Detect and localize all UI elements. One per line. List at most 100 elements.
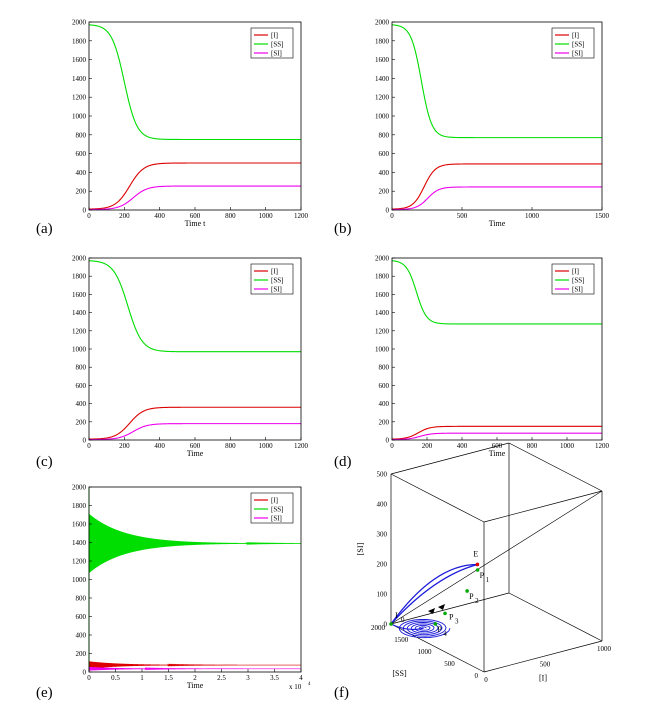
x-tick-label: 800 [225,442,236,450]
y-tick-label: 200 [379,188,390,196]
equilibrium-point-subscript: 0 [401,616,405,624]
series-i-line [88,661,302,669]
panel-label: (b) [334,221,352,237]
series-si-line [88,666,302,671]
series-si-line [88,423,301,441]
legend-label-i: [I] [271,497,278,505]
y-tick-label: 1000 [375,113,390,121]
y-tick-label: 0 [83,437,87,445]
x-tick-label: 400 [457,442,468,450]
z-tick-label: 200 [377,561,388,569]
y-tick-label: 1600 [375,291,390,299]
z-tick-label: 100 [377,591,388,599]
y-tick-label: 1400 [72,75,87,83]
y-tick-label: 800 [76,364,87,372]
i-tick-label: 500 [540,661,551,669]
x-axis-label: Time [187,449,204,458]
equilibrium-point-label: P [437,625,442,634]
y-tick-label: 800 [76,595,87,603]
panel-0: 0 200 400 600 800 1000 1200 0 200 400 600 800 1000 12… [36,19,309,238]
x-tick-label: 1200 [294,442,309,450]
arrow-marker [428,608,435,614]
legend-label-ss: [SS] [572,41,584,49]
x-tick-label: 1000 [259,442,274,450]
z-axis-label: [SI] [356,542,365,555]
x-tick-label: 1200 [595,442,610,450]
arrow-marker [438,604,445,610]
cube-edge [390,592,510,625]
x-tick-label: 3 [246,674,250,682]
cube-edge [508,442,603,492]
series-ss-line [391,24,602,139]
y-tick-label: 1000 [72,346,87,354]
x-axis-multiplier: x 10 [289,683,302,691]
panel-3d: 0100200300400500050010001500200005001000… [334,442,612,701]
ss-tick-label: 500 [444,660,455,668]
x-tick-label: 1 [140,674,144,682]
series-si-line [391,432,602,441]
y-tick-label: 1200 [375,327,390,335]
trajectories [390,490,603,639]
x-axis-label: Time [489,449,506,458]
legend: [I][SS][SI] [250,263,294,295]
y-tick-label: 800 [379,131,390,139]
i-tick-label: 1000 [597,645,612,653]
x-tick-label: 600 [190,442,201,450]
legend-label-i: [I] [271,32,278,40]
x-tick-label: 800 [225,212,236,220]
y-tick-label: 1200 [72,558,87,566]
x-tick-label: 2 [193,674,197,682]
y-tick-label: 1400 [375,75,390,83]
y-tick-label: 2000 [72,19,87,27]
y-tick-label: 400 [76,632,87,640]
x-tick-label: 0 [390,442,394,450]
panel-2: 0 200 400 600 800 1000 1200 0 200 400 600 800 1000 12… [36,255,309,471]
y-tick-label: 400 [379,400,390,408]
x-axis-label: Time [187,681,204,690]
x-axis-label: Time [489,219,506,228]
legend: [I][SS][SI] [551,27,595,59]
trajectory-curve [390,563,478,625]
legend: [I][SS][SI] [250,492,294,524]
legend-label-si: [SI] [271,515,282,523]
series-si-line [89,185,301,211]
legend-label-si: [SI] [572,50,583,58]
trajectory-spiral [398,618,451,639]
panel-1: 0 500 1000 1500 0 200 400 600 800 1000 1200 1400 160… [334,19,610,238]
series-ss-line [88,260,301,353]
equilibrium-point-label: P [449,612,454,621]
panel-label: (a) [36,221,53,237]
y-tick-label: 2000 [375,19,390,27]
legend-label-si: [SI] [271,50,282,58]
equilibrium-point-label: P [480,571,485,580]
legend-label-i: [I] [572,32,579,40]
x-tick-label: 500 [457,212,468,220]
y-tick-label: 0 [386,437,390,445]
y-tick-label: 1000 [72,113,87,121]
series-i-line [391,425,602,440]
x-tick-label: 800 [527,442,538,450]
z-tick-label: 400 [377,501,388,509]
x-tick-label: 1000 [259,212,274,220]
x-tick-label: 2.5 [217,674,226,682]
x-tick-label: 200 [422,442,433,450]
x-tick-label: 200 [119,212,130,220]
series-ss-line [88,24,301,141]
cube-edge [390,473,485,523]
y-tick-label: 1800 [72,273,87,281]
y-tick-label: 1400 [72,309,87,317]
series-si-line [391,186,602,211]
series-i-line [88,162,301,210]
reference-line [390,490,603,625]
y-tick-label: 800 [379,364,390,372]
y-tick-label: 400 [379,169,390,177]
y-tick-label: 2000 [72,255,87,263]
y-tick-label: 600 [379,382,390,390]
i-axis-label: [I] [539,674,547,683]
y-tick-label: 1600 [375,56,390,64]
x-tick-label: 0.5 [111,674,120,682]
legend-label-si: [SI] [271,286,282,294]
legend: [I][SS][SI] [551,263,595,295]
series-i-line [88,406,301,440]
y-tick-label: 600 [76,150,87,158]
